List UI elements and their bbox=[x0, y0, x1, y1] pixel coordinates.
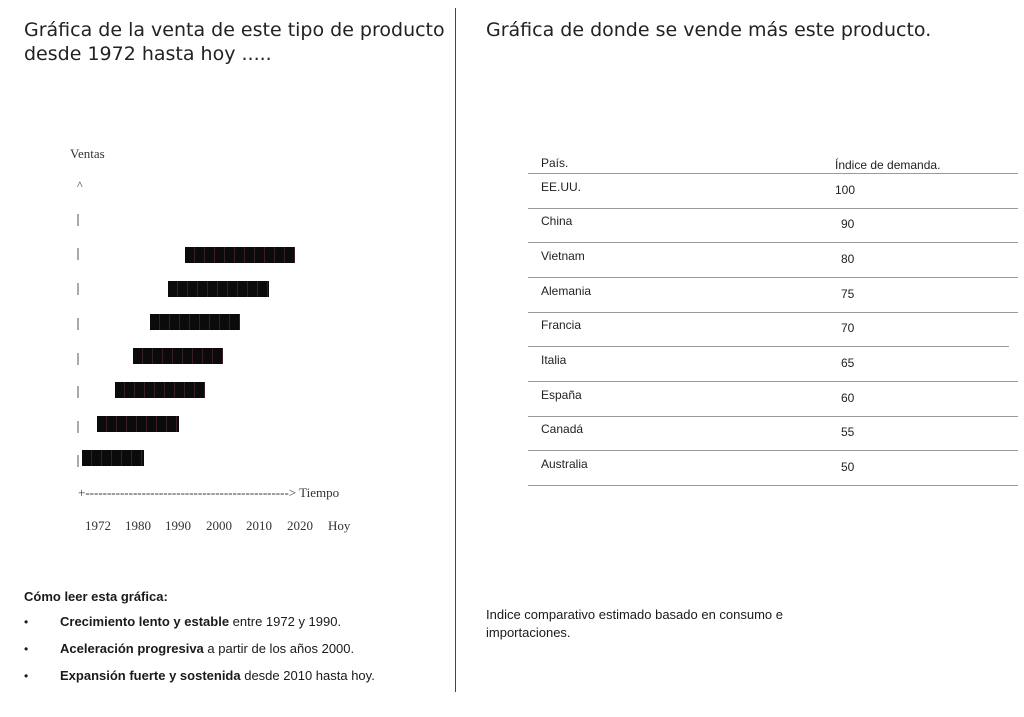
table-cell-country: España bbox=[541, 388, 582, 402]
table-row: Alemania 75 bbox=[528, 278, 1018, 313]
right-title: Gráfica de donde se vende más este produ… bbox=[486, 19, 932, 41]
y-axis-arrow: ^ bbox=[77, 178, 83, 192]
legend-item-text: desde 2010 hasta hoy. bbox=[240, 668, 375, 683]
table-cell-index: 90 bbox=[841, 217, 855, 231]
table-cell-country: China bbox=[541, 214, 573, 228]
legend-bullet: • bbox=[24, 642, 29, 656]
table-cell-country: Alemania bbox=[541, 284, 592, 298]
table-row: Canadá 55 bbox=[528, 416, 1018, 451]
y-axis-tick bbox=[77, 283, 79, 295]
x-axis-line: +---------------------------------------… bbox=[78, 485, 340, 500]
y-axis-tick bbox=[77, 214, 79, 226]
table-cell-index: 55 bbox=[841, 425, 855, 439]
legend-item: Crecimiento lento y estable entre 1972 y… bbox=[60, 614, 341, 629]
y-axis-tick bbox=[77, 386, 79, 398]
table-cell-index: 70 bbox=[841, 321, 855, 335]
legend-bullet: • bbox=[24, 669, 29, 683]
sales-bar bbox=[132, 348, 223, 364]
table-cell-index: 50 bbox=[841, 460, 855, 474]
y-axis-tick bbox=[77, 455, 79, 467]
y-axis-tick bbox=[77, 421, 79, 433]
sales-bar bbox=[82, 450, 144, 466]
table-row: Italia 65 bbox=[528, 347, 1018, 382]
table-note-line-2: importaciones. bbox=[486, 625, 571, 640]
y-axis-tick bbox=[77, 353, 79, 365]
legend-item-text: entre 1972 y 1990. bbox=[229, 614, 342, 629]
x-tick-label: 1990 bbox=[165, 518, 191, 533]
table-cell-index: 80 bbox=[841, 252, 855, 266]
sales-bar bbox=[167, 281, 269, 297]
table-cell-index: 100 bbox=[835, 183, 856, 197]
left-title-line-2: desde 1972 hasta hoy ..... bbox=[24, 43, 272, 65]
table-header-country: País. bbox=[541, 156, 569, 170]
legend-item: Expansión fuerte y sostenida desde 2010 … bbox=[60, 668, 375, 683]
sales-bar bbox=[115, 382, 206, 398]
table-row: China 90 bbox=[528, 208, 1018, 243]
sales-bar bbox=[185, 247, 296, 263]
y-axis-label: Ventas bbox=[70, 146, 105, 161]
table-row: EE.UU. 100 bbox=[528, 174, 1018, 209]
table-cell-country: Italia bbox=[541, 353, 567, 367]
left-title: Gráfica de la venta de este tipo de prod… bbox=[24, 18, 445, 66]
table-row: Francia 70 bbox=[528, 312, 1009, 347]
table-cell-country: Francia bbox=[541, 318, 582, 332]
table-cell-country: EE.UU. bbox=[541, 180, 582, 194]
table-cell-country: Vietnam bbox=[541, 249, 585, 263]
sales-bar bbox=[150, 314, 241, 330]
table-cell-index: 75 bbox=[841, 287, 855, 301]
table-note: Indice comparativo estimado basado en co… bbox=[486, 606, 783, 642]
table-header-row: País. Índice de demanda. bbox=[528, 154, 1018, 174]
legend-item-text: a partir de los años 2000. bbox=[203, 641, 355, 656]
left-title-line-1: Gráfica de la venta de este tipo de prod… bbox=[24, 19, 445, 41]
table-cell-country: Canadá bbox=[541, 422, 584, 436]
y-axis-tick bbox=[77, 248, 79, 260]
legend-item: Aceleración progresiva a partir de los a… bbox=[60, 641, 354, 656]
table-cell-index: 60 bbox=[841, 391, 855, 405]
x-tick-label: Hoy bbox=[328, 518, 351, 533]
table-note-line-1: Indice comparativo estimado basado en co… bbox=[486, 607, 784, 622]
x-tick-label: 1972 bbox=[85, 518, 111, 533]
table-cell-country: Australia bbox=[541, 457, 588, 471]
table-row: Vietnam 80 bbox=[528, 243, 1018, 278]
sales-bar bbox=[97, 416, 179, 432]
legend-item-bold: Aceleración progresiva bbox=[60, 641, 204, 656]
legend-item-bold: Expansión fuerte y sostenida bbox=[60, 668, 241, 683]
column-divider bbox=[455, 8, 456, 692]
x-tick-label: 2000 bbox=[206, 518, 232, 533]
legend-bullet: • bbox=[24, 615, 29, 629]
x-tick-label: 2010 bbox=[246, 518, 272, 533]
table-row: España 60 bbox=[528, 382, 1018, 417]
table-header-index: Índice de demanda. bbox=[835, 158, 941, 172]
x-tick-label: 2020 bbox=[287, 518, 313, 533]
y-axis-tick bbox=[77, 318, 79, 330]
x-tick-label: 1980 bbox=[125, 518, 151, 533]
legend-heading: Cómo leer esta gráfica: bbox=[24, 589, 168, 604]
table-row: Australia 50 bbox=[528, 451, 1018, 486]
legend-item-bold: Crecimiento lento y estable bbox=[60, 614, 230, 629]
table-cell-index: 65 bbox=[841, 356, 855, 370]
